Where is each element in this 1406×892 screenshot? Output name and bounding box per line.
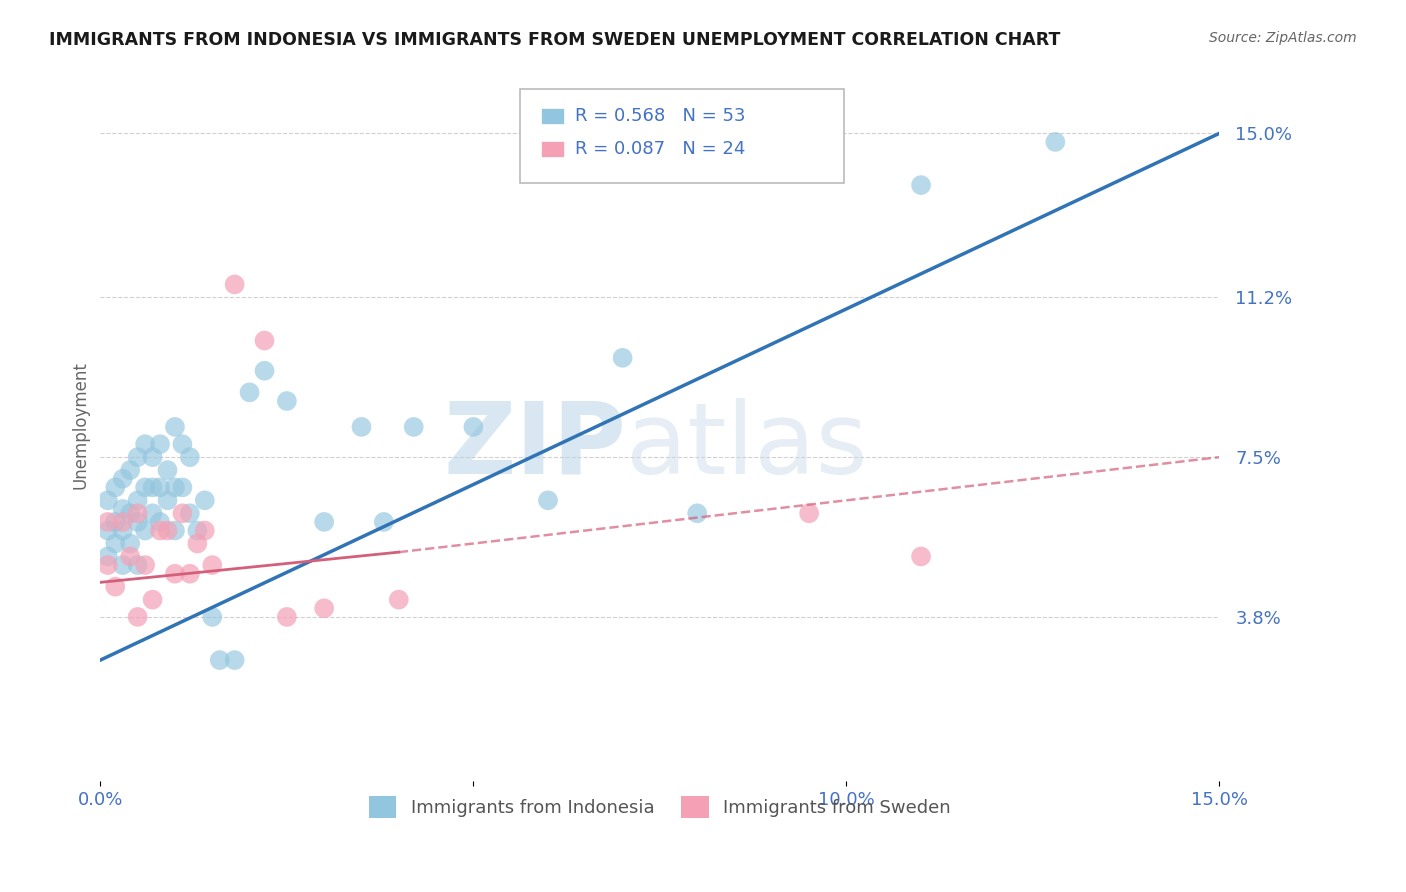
Point — [111, 502, 134, 516]
Point — [134, 524, 156, 538]
Point — [97, 515, 120, 529]
Point — [537, 493, 560, 508]
Y-axis label: Unemployment: Unemployment — [72, 361, 89, 489]
Point — [111, 472, 134, 486]
Point — [224, 653, 246, 667]
Point — [120, 536, 142, 550]
Point — [97, 493, 120, 508]
Point — [134, 558, 156, 573]
Point — [186, 536, 208, 550]
Point — [686, 506, 709, 520]
Point — [276, 394, 298, 409]
Point — [172, 480, 194, 494]
Point — [201, 610, 224, 624]
Point — [172, 437, 194, 451]
Point — [120, 463, 142, 477]
Point — [149, 437, 172, 451]
Point — [612, 351, 634, 365]
Point — [142, 480, 165, 494]
Point — [910, 178, 932, 193]
Point — [127, 450, 149, 464]
Point — [314, 601, 336, 615]
Text: R = 0.568   N = 53: R = 0.568 N = 53 — [575, 107, 745, 125]
Text: R = 0.087   N = 24: R = 0.087 N = 24 — [575, 140, 745, 158]
Point — [201, 558, 224, 573]
Point — [104, 515, 127, 529]
Point — [142, 592, 165, 607]
Point — [127, 515, 149, 529]
Point — [253, 364, 276, 378]
Point — [104, 480, 127, 494]
Point — [186, 524, 208, 538]
Point — [179, 450, 201, 464]
Point — [194, 493, 217, 508]
Point — [276, 610, 298, 624]
Point — [156, 524, 179, 538]
Point — [120, 506, 142, 520]
Point — [156, 463, 179, 477]
Point — [111, 524, 134, 538]
Point — [239, 385, 262, 400]
Text: atlas: atlas — [626, 398, 868, 495]
Point — [179, 506, 201, 520]
Text: Source: ZipAtlas.com: Source: ZipAtlas.com — [1209, 31, 1357, 45]
Point — [163, 480, 186, 494]
Point — [127, 610, 149, 624]
Point — [120, 549, 142, 564]
Point — [208, 653, 231, 667]
Point — [163, 566, 186, 581]
Point — [134, 437, 156, 451]
Point — [149, 480, 172, 494]
Point — [388, 592, 411, 607]
Point — [111, 515, 134, 529]
Point — [127, 558, 149, 573]
Point — [797, 506, 820, 520]
Point — [111, 558, 134, 573]
Point — [127, 506, 149, 520]
Point — [142, 450, 165, 464]
Point — [253, 334, 276, 348]
Point — [97, 558, 120, 573]
Point — [149, 515, 172, 529]
Point — [224, 277, 246, 292]
Point — [463, 420, 485, 434]
Point — [149, 524, 172, 538]
Point — [402, 420, 425, 434]
Point — [142, 506, 165, 520]
Point — [127, 493, 149, 508]
Text: IMMIGRANTS FROM INDONESIA VS IMMIGRANTS FROM SWEDEN UNEMPLOYMENT CORRELATION CHA: IMMIGRANTS FROM INDONESIA VS IMMIGRANTS … — [49, 31, 1060, 49]
Point — [373, 515, 395, 529]
Legend: Immigrants from Indonesia, Immigrants from Sweden: Immigrants from Indonesia, Immigrants fr… — [361, 789, 957, 825]
Point — [910, 549, 932, 564]
Point — [194, 524, 217, 538]
Point — [1045, 135, 1067, 149]
Point — [97, 549, 120, 564]
Text: ZIP: ZIP — [443, 398, 626, 495]
Point — [172, 506, 194, 520]
Point — [350, 420, 373, 434]
Point — [314, 515, 336, 529]
Point — [97, 524, 120, 538]
Point — [163, 524, 186, 538]
Point — [134, 480, 156, 494]
Point — [156, 493, 179, 508]
Point — [104, 536, 127, 550]
Point — [104, 580, 127, 594]
Point — [179, 566, 201, 581]
Point — [163, 420, 186, 434]
